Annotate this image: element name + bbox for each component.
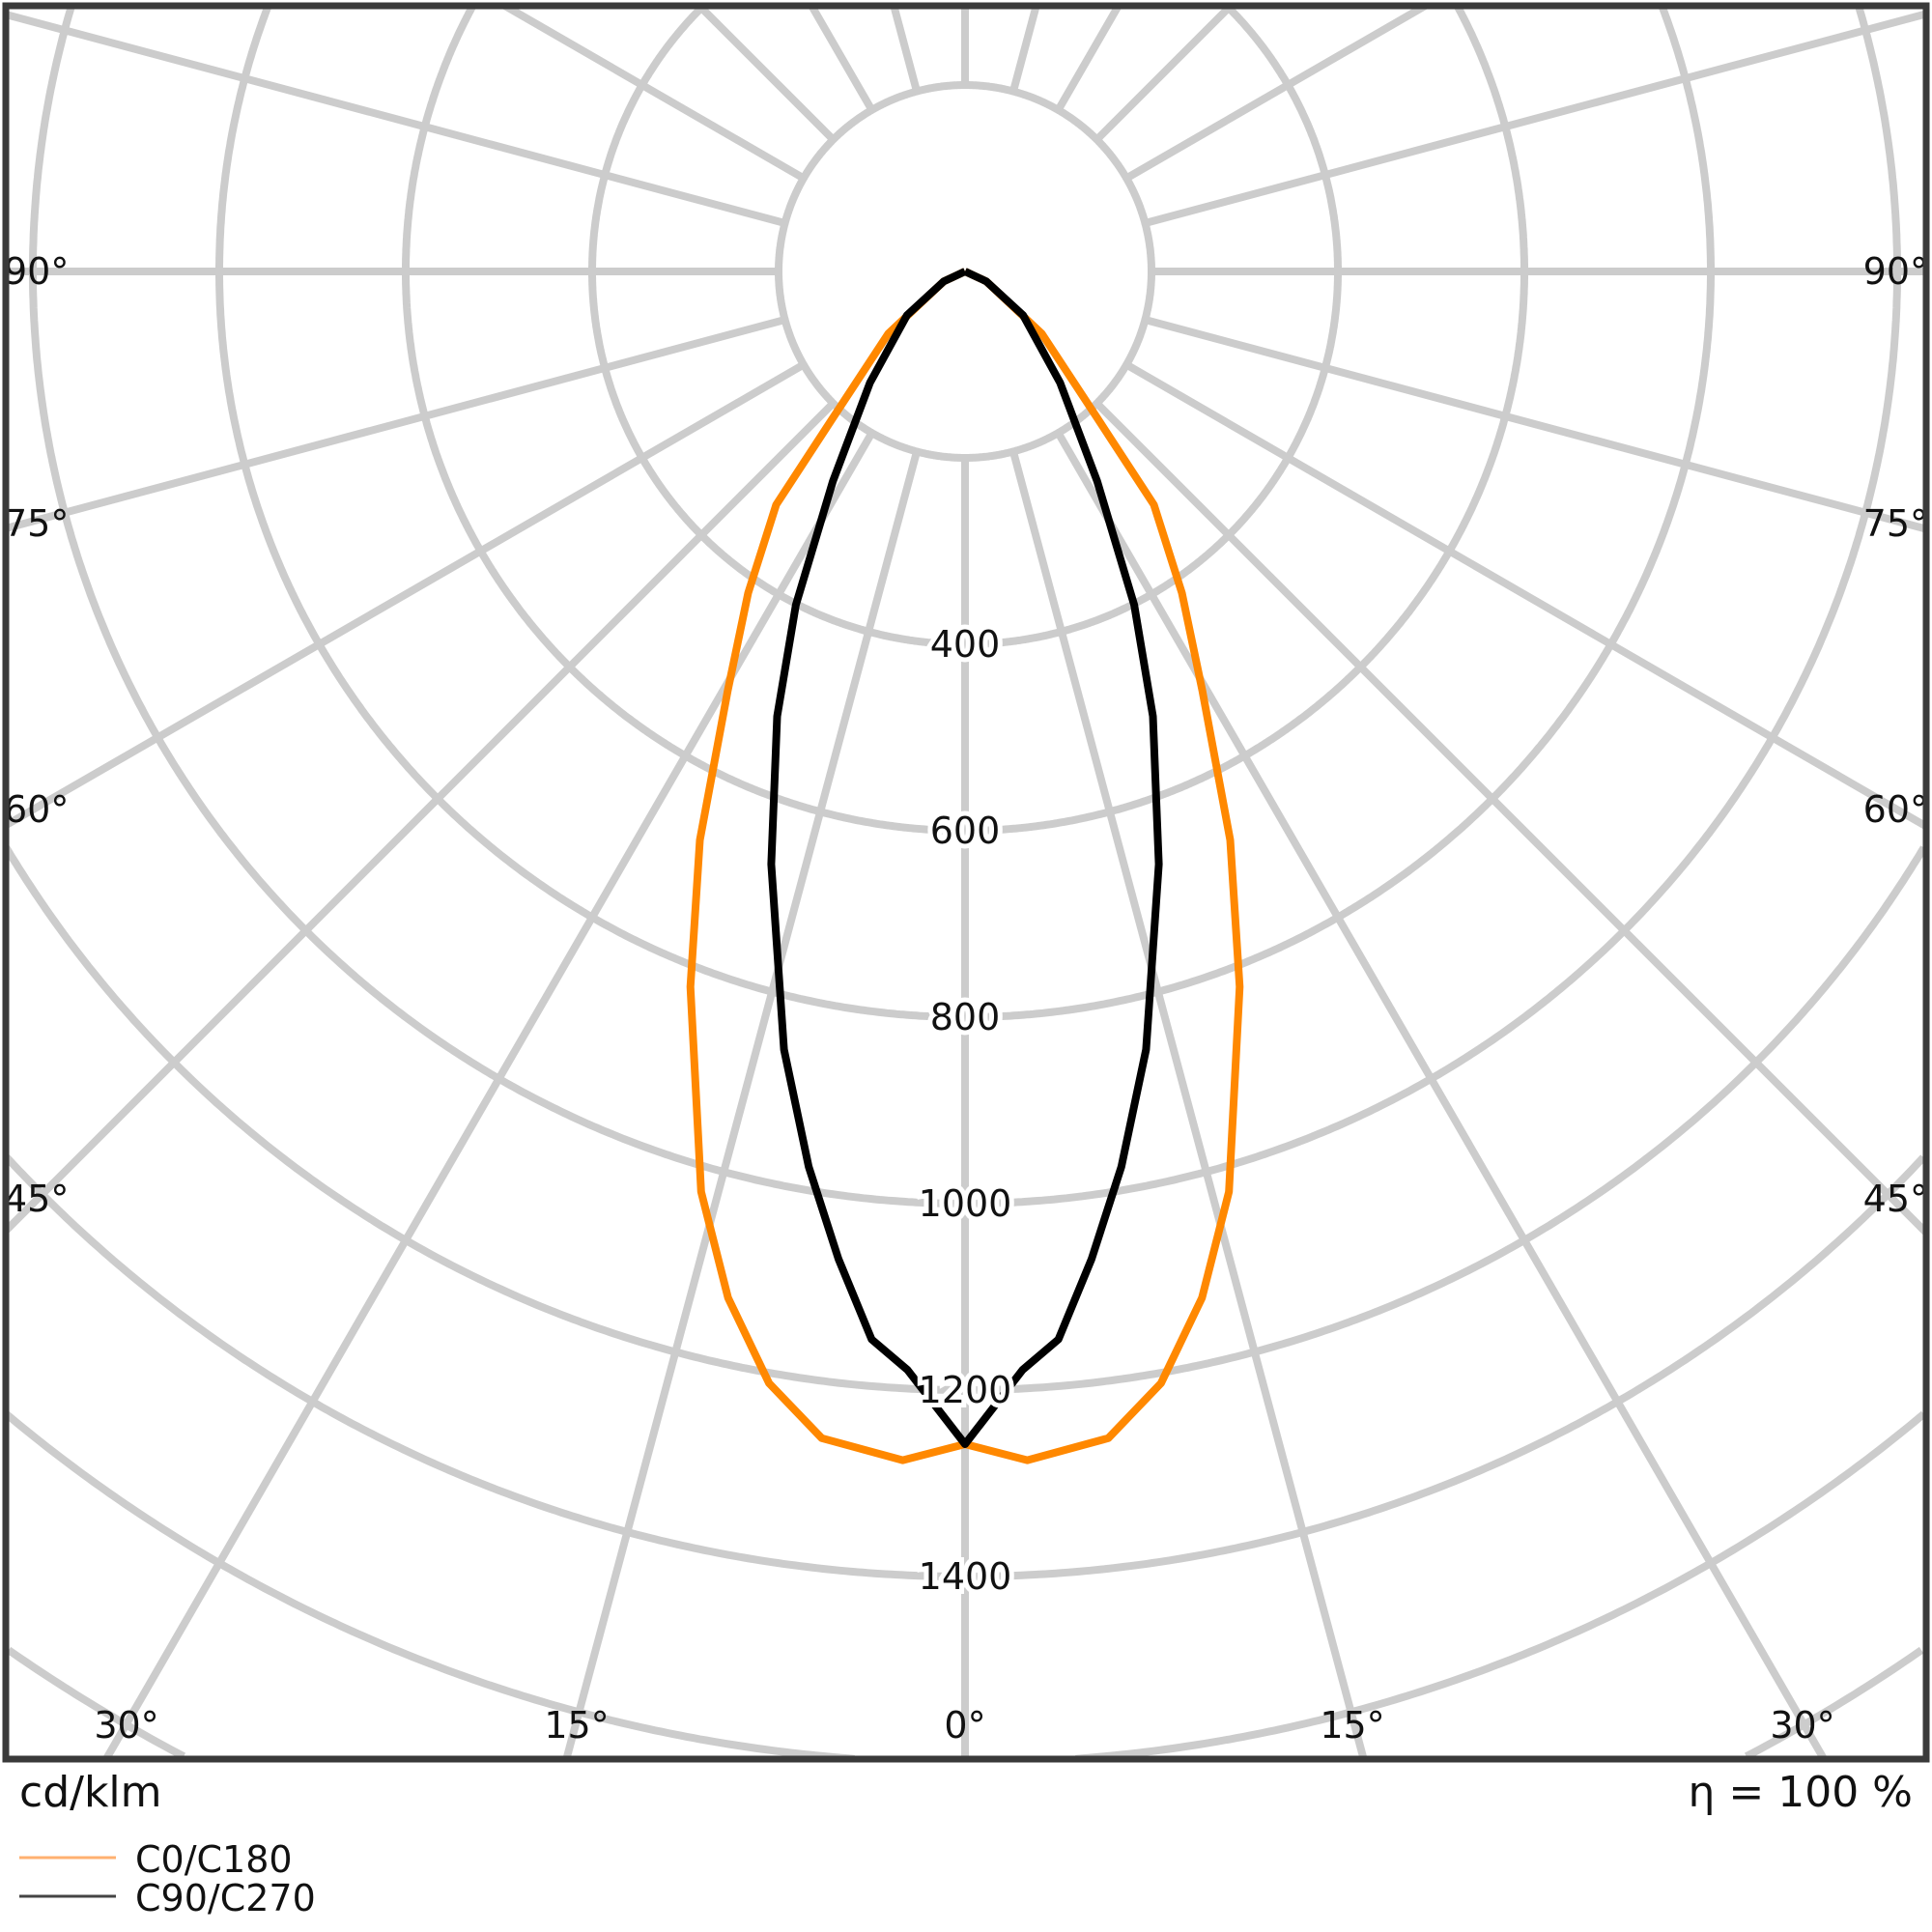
efficiency-label: η = 100 % xyxy=(1688,1768,1913,1817)
angle-label-right: 45° xyxy=(1863,1178,1928,1220)
grid-spoke-165 xyxy=(1009,6,1040,93)
grid-ring-400 xyxy=(588,6,965,648)
angle-label-left: 45° xyxy=(4,1178,69,1220)
grid-ring-400 xyxy=(965,6,1342,648)
radial-tick-label: 800 xyxy=(930,996,1001,1038)
angle-label-left: 75° xyxy=(4,502,69,545)
plot-frame xyxy=(2,2,1930,1763)
grid-spoke-120 xyxy=(1124,6,1428,182)
grid-spoke-300 xyxy=(6,361,806,829)
grid-spoke-30 xyxy=(1055,431,1828,1759)
grid-spoke-210 xyxy=(808,6,875,112)
angle-label-right: 60° xyxy=(1863,788,1928,831)
grid-ring-800 xyxy=(215,6,965,1021)
grid-spoke-45 xyxy=(1094,400,1926,1236)
curves xyxy=(686,268,1244,1464)
grid-ring-1400 xyxy=(965,1154,1926,1580)
grid-spoke-195 xyxy=(890,6,921,93)
unit-label: cd/klm xyxy=(19,1768,162,1817)
grid-spoke-15 xyxy=(1009,450,1368,1759)
curve-c90-c270 xyxy=(767,268,1163,1448)
angle-label-bottom: 15° xyxy=(544,1704,609,1747)
angle-label-bottom: 15° xyxy=(1320,1704,1384,1747)
radial-tick-label: 400 xyxy=(930,623,1001,666)
radial-tick-label: 600 xyxy=(930,810,1001,852)
angle-label-bottom: 30° xyxy=(1770,1704,1834,1747)
angle-labels: 90° 90° 75° 75° 60° 60° 45° 45° 30° 15° 0° 15° 30° xyxy=(4,250,1928,1747)
grid-ring-600 xyxy=(402,6,965,835)
grid-spoke-315 xyxy=(6,400,837,1234)
legend-label-c0-c180: C0/C180 xyxy=(135,1838,293,1881)
grid-spoke-240 xyxy=(502,6,806,182)
grid-ring-1800 xyxy=(6,1646,186,1759)
radial-tick-label: 1400 xyxy=(919,1555,1012,1598)
grid-ring-1400 xyxy=(6,1154,965,1580)
grid-spoke-330 xyxy=(102,431,875,1759)
grid-ring-600 xyxy=(965,6,1528,835)
angle-label-bottom: 0° xyxy=(944,1704,985,1747)
radial-tick-label: 1000 xyxy=(919,1182,1012,1225)
angle-label-left: 60° xyxy=(4,788,69,831)
grid-ring-1800 xyxy=(1744,1646,1924,1759)
grid-ring-1200 xyxy=(965,845,1926,1394)
grid-ring-1000 xyxy=(965,6,1901,1208)
legend-label-c90-c270: C90/C270 xyxy=(135,1877,316,1919)
grid-spoke-135 xyxy=(1094,6,1234,143)
radial-tick-label: 1200 xyxy=(919,1369,1012,1411)
grid-ring-1600 xyxy=(1075,1410,1926,1759)
angle-label-bottom: 30° xyxy=(94,1704,158,1747)
radial-tick-labels: 400 600 800 1000 1200 1400 xyxy=(914,618,1017,1603)
grid-ring-1000 xyxy=(29,6,965,1208)
grid-spoke-255 xyxy=(6,11,786,227)
grid-spoke-75 xyxy=(1144,316,1926,533)
polar-grid xyxy=(6,6,1926,1759)
grid-spoke-225 xyxy=(696,6,837,143)
grid-ring-800 xyxy=(965,6,1715,1021)
angle-label-right: 75° xyxy=(1863,502,1928,545)
angle-label-left: 90° xyxy=(4,250,69,293)
grid-spoke-285 xyxy=(6,316,786,532)
grid-ring-1200 xyxy=(6,845,965,1394)
grid-spoke-105 xyxy=(1144,10,1926,227)
angle-label-right: 90° xyxy=(1863,250,1928,293)
grid-spoke-150 xyxy=(1055,6,1122,112)
grid-spoke-345 xyxy=(562,450,921,1759)
grid-ring-1600 xyxy=(6,1410,855,1759)
grid-spoke-60 xyxy=(1124,361,1926,830)
legend: C0/C180 C90/C270 xyxy=(19,1838,316,1919)
